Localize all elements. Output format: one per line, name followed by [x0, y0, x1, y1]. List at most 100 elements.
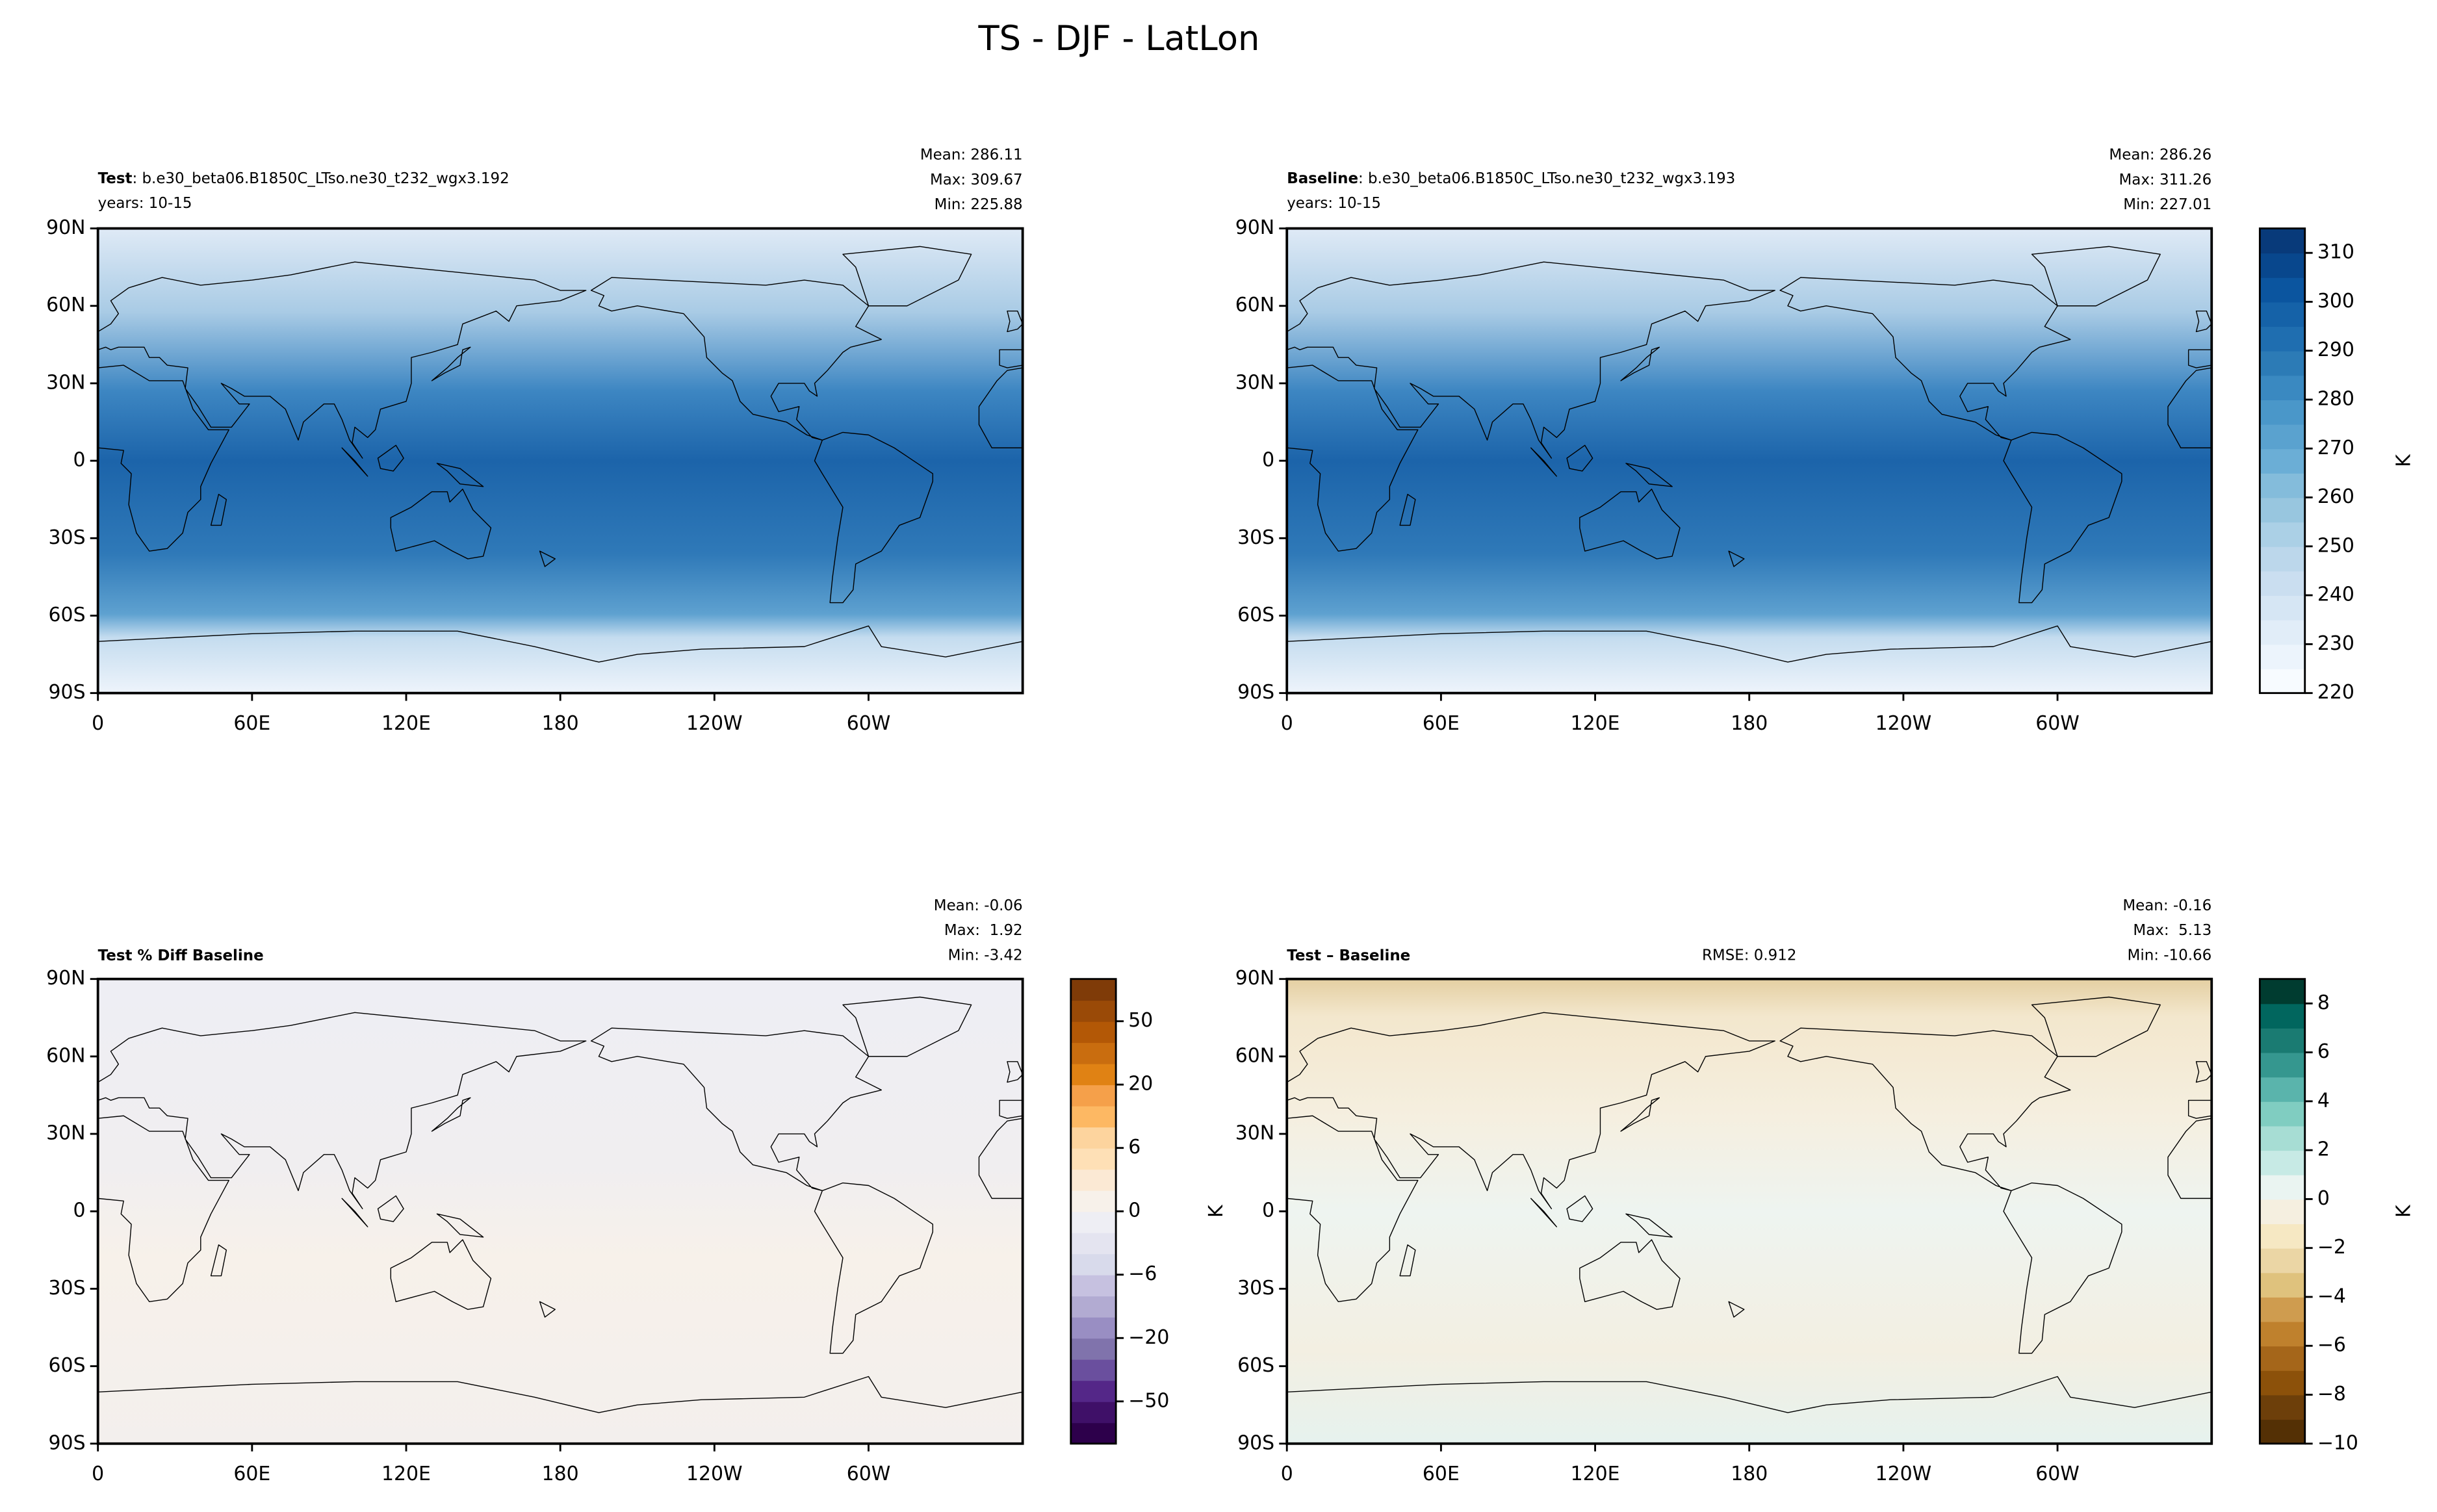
colorbar-tick-label: −6	[1128, 1262, 1157, 1285]
colorbar-tick-label: 20	[1128, 1073, 1153, 1096]
colorbar-tick-label: 270	[2317, 437, 2354, 459]
y-tick-label: 90N	[1235, 216, 1274, 239]
colorbar-band	[1070, 1380, 1116, 1402]
colorbar-tick-label: −4	[2317, 1285, 2346, 1307]
map-panel: 0 60E 120E 180 120W 60W 90S 60S 30S 0 30N 60N 90N Tes…	[46, 147, 1024, 735]
x-tick-label: 60E	[1423, 712, 1460, 735]
panel-title-bold: Test % Diff Baseline	[98, 947, 264, 964]
x-tick-label: 60E	[1423, 1463, 1460, 1485]
x-tick-label: 60W	[2035, 712, 2080, 735]
map-field	[1287, 228, 2212, 693]
panel-title-text: : b.e30_beta06.B1850C_LTso.ne30_t232_wgx…	[1358, 170, 1735, 187]
colorbar-frame	[2258, 978, 2306, 1445]
panel-stat: Min: -10.66	[2128, 947, 2212, 964]
colorbar-tick-label: 6	[1128, 1136, 1141, 1159]
colorbar-band	[2260, 472, 2305, 498]
panel-stat: Min: 225.88	[935, 196, 1023, 213]
colorbar-band	[2260, 1077, 2305, 1102]
x-tick-label: 60E	[233, 712, 270, 735]
colorbar-label: K	[2392, 454, 2415, 467]
panel-stat: Min: -3.42	[948, 947, 1023, 964]
x-tick-label: 180	[542, 1463, 579, 1485]
y-tick-label: 30S	[1237, 526, 1274, 549]
map-panel: 0 60E 120E 180 120W 60W 90S 60S 30S 0 30N 60N 90N Tes…	[1205, 897, 2415, 1485]
colorbar-band	[1070, 1422, 1116, 1444]
y-axis-label: K	[1205, 1204, 1228, 1218]
x-tick-label: 120E	[381, 712, 431, 735]
x-tick-label: 120E	[1571, 1463, 1620, 1485]
colorbar-tick-label: 310	[2317, 241, 2354, 264]
panel-stat: Mean: 286.26	[2109, 147, 2211, 164]
y-tick-label: 30N	[1235, 371, 1274, 394]
colorbar-tick-label: 300	[2317, 290, 2354, 313]
colorbar-band	[2260, 1224, 2305, 1249]
colorbar-band	[2260, 1248, 2305, 1274]
colorbar-band	[2260, 1150, 2305, 1175]
colorbar-band	[1070, 1232, 1116, 1255]
colorbar-band	[2260, 1394, 2305, 1420]
colorbar-band	[1070, 1147, 1116, 1170]
colorbar: −10 −8 −6 −4 −2 0 2 4 6 8 K	[2258, 978, 2415, 1454]
colorbar: −50 −20 −6 0 6 20 50	[1070, 978, 1169, 1445]
colorbar-band	[1070, 1000, 1116, 1022]
x-tick-label: 60W	[847, 712, 891, 735]
colorbar-tick-label: 8	[2317, 992, 2330, 1014]
y-tick-label: 30S	[1237, 1277, 1274, 1300]
panel-title: Test % Diff Baseline	[98, 947, 264, 964]
x-tick-label: 120E	[1571, 712, 1620, 735]
y-tick-label: 60N	[46, 1044, 85, 1067]
x-tick-label: 0	[1281, 712, 1293, 735]
colorbar-band	[2260, 375, 2305, 400]
colorbar-band	[1070, 1316, 1116, 1339]
colorbar-band	[2260, 522, 2305, 547]
x-tick-label: 180	[1731, 712, 1768, 735]
y-tick-label: 60S	[49, 604, 86, 626]
colorbar-tick-label: −10	[2317, 1431, 2358, 1454]
panel-title-text: : b.e30_beta06.B1850C_LTso.ne30_t232_wgx…	[132, 170, 509, 187]
y-tick-label: 90S	[49, 1431, 86, 1454]
colorbar-band	[1070, 1169, 1116, 1191]
colorbar-band	[1070, 1296, 1116, 1318]
panel-stat: Min: 227.01	[2123, 196, 2211, 213]
y-tick-label: 90N	[1235, 967, 1274, 990]
panel-stat: Max: 311.26	[2119, 172, 2212, 188]
colorbar-band	[1070, 1253, 1116, 1275]
x-tick-label: 120E	[381, 1463, 431, 1485]
colorbar-band	[2260, 669, 2305, 694]
x-tick-label: 120W	[686, 1463, 743, 1485]
panel-stat: Max: 5.13	[2133, 922, 2211, 939]
y-tick-label: 30S	[49, 1277, 86, 1300]
colorbar-band	[1070, 1127, 1116, 1149]
colorbar-tick-label: 280	[2317, 388, 2354, 411]
y-tick-label: 30N	[1235, 1122, 1274, 1145]
y-tick-label: 60S	[1237, 1354, 1274, 1377]
y-tick-label: 30S	[49, 526, 86, 549]
x-tick-label: 120W	[1876, 1463, 1932, 1485]
colorbar-band	[1070, 1359, 1116, 1381]
map-field	[97, 979, 1023, 1444]
y-tick-label: 60N	[1235, 1044, 1274, 1067]
colorbar: 220 230 240 250 260 270 280 290 300 310 K	[2258, 227, 2415, 704]
colorbar-band	[2260, 228, 2305, 254]
x-tick-label: 0	[1281, 1463, 1293, 1485]
y-tick-label: 0	[1262, 1199, 1274, 1222]
colorbar-band	[2260, 253, 2305, 278]
y-tick-label: 90N	[46, 216, 85, 239]
map-panel: 0 60E 120E 180 120W 60W 90S 60S 30S 0 30N 60N 90N Bas…	[1235, 147, 2416, 735]
panel-title-bold: Test – Baseline	[1287, 947, 1410, 964]
colorbar-band	[2260, 595, 2305, 621]
x-tick-label: 0	[92, 1463, 104, 1485]
colorbar-tick-label: 2	[2317, 1138, 2330, 1161]
x-tick-label: 120W	[686, 712, 743, 735]
colorbar-band	[2260, 1101, 2305, 1127]
y-tick-label: 30N	[46, 371, 85, 394]
panel-stat: Mean: -0.06	[934, 897, 1023, 914]
colorbar-band	[2260, 1370, 2305, 1396]
y-tick-label: 60S	[1237, 604, 1274, 626]
y-tick-label: 0	[73, 449, 86, 472]
colorbar-band	[2260, 1174, 2305, 1200]
colorbar-band	[2260, 1052, 2305, 1078]
colorbar-band	[2260, 400, 2305, 425]
